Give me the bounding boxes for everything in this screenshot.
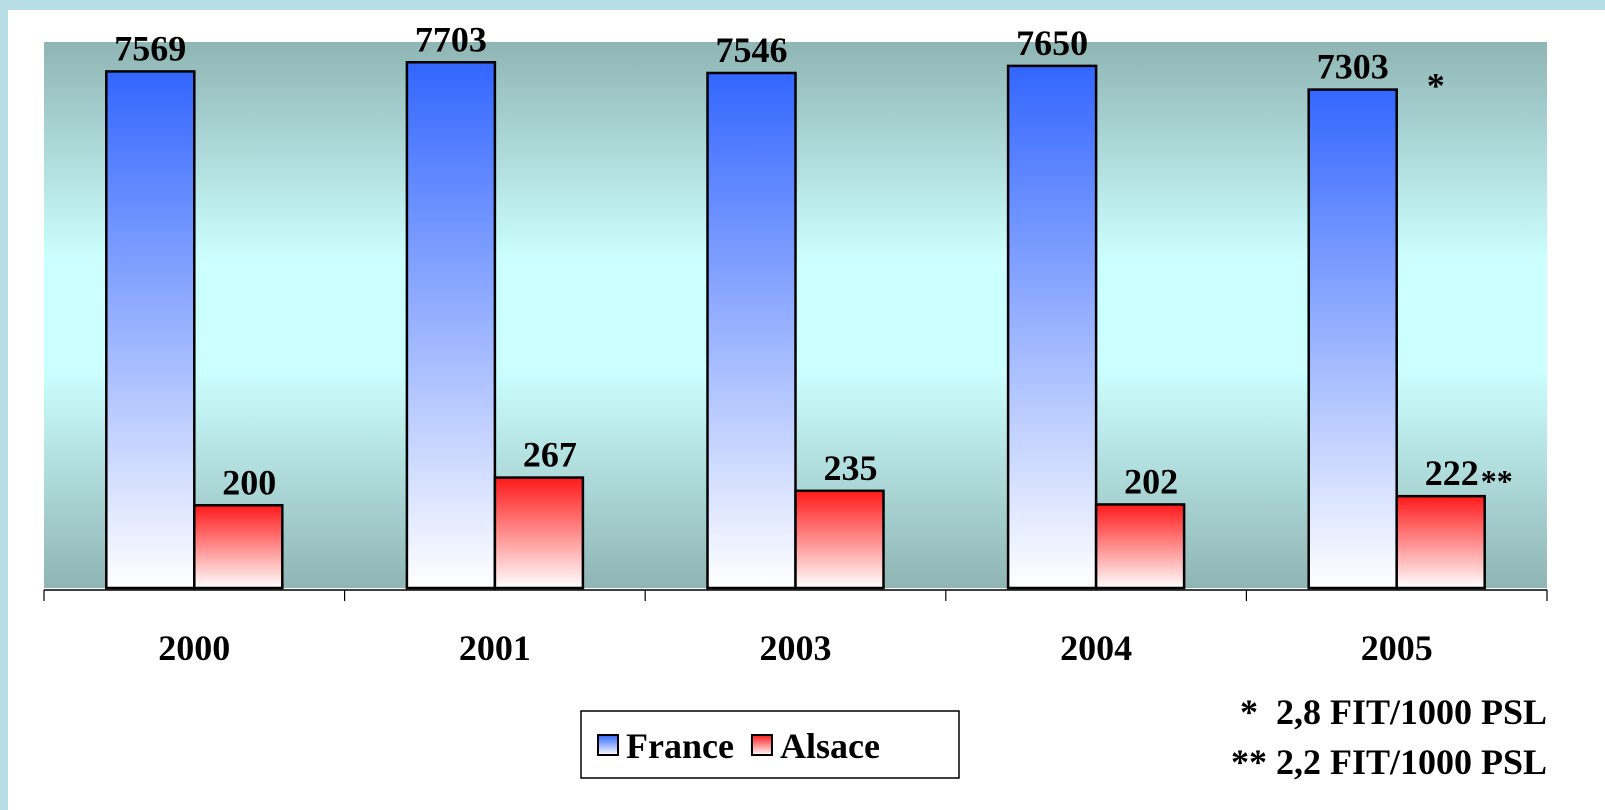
x-tick-label: 2004 [1060,628,1132,668]
annotation: ** [1481,463,1513,499]
bar [1094,503,1186,590]
data-label: 267 [523,435,577,475]
data-label: 222 [1425,453,1479,493]
data-label: 7703 [415,19,487,59]
legend-label: Alsace [780,726,880,766]
bar [1006,64,1098,590]
bar [706,71,797,590]
bar [105,70,196,590]
bar [193,504,284,590]
data-label: 7303 [1317,47,1389,87]
bar [493,476,585,590]
x-tick-label: 2000 [158,628,230,668]
legend-swatch [750,734,773,756]
x-tick-label: 2005 [1361,628,1433,668]
bar [1395,494,1486,590]
data-label: 200 [222,462,276,502]
x-tick-label: 2001 [459,628,531,668]
x-tick-label: 2003 [760,628,832,668]
bar [1307,88,1398,590]
data-label: 235 [824,448,878,488]
data-label: 7569 [114,28,186,68]
bar [794,489,885,590]
footnote: ** 2,2 FIT/1000 PSL [1231,742,1547,782]
data-label: 7650 [1016,23,1088,63]
legend-label: France [626,726,734,766]
bar [405,61,497,590]
data-label: 202 [1124,461,1178,501]
footnote: * 2,8 FIT/1000 PSL [1240,692,1547,732]
data-label: 7546 [716,30,788,70]
legend-swatch [597,734,619,756]
annotation: * [1427,66,1445,106]
